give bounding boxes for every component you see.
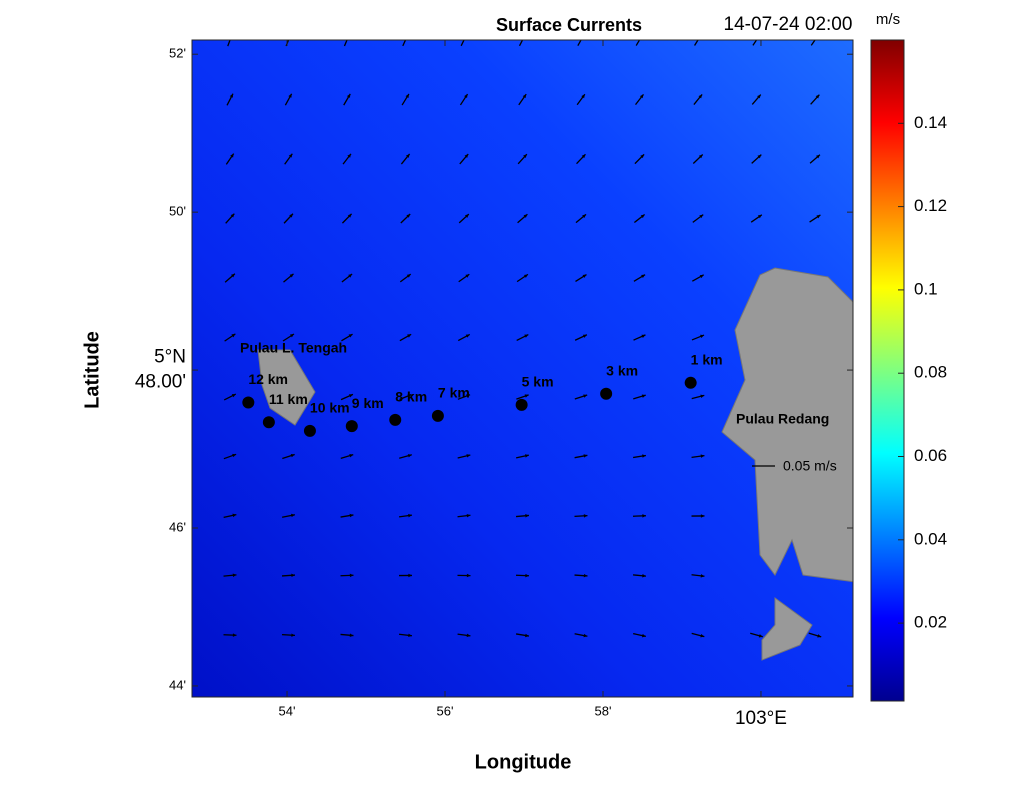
station xyxy=(600,388,612,400)
station xyxy=(389,414,401,426)
colorbar-tick-label: 0.04 xyxy=(914,529,947,548)
vector-head xyxy=(698,34,701,38)
scale-label: 0.05 m/s xyxy=(783,458,837,474)
station xyxy=(346,420,358,432)
x-tick-label: 58' xyxy=(595,703,612,718)
station-label: 8 km xyxy=(395,389,427,405)
vector-head xyxy=(815,35,818,39)
y-tick-label: 46' xyxy=(169,519,186,534)
title: Surface Currents xyxy=(496,15,642,35)
y-label: Latitude xyxy=(81,331,103,409)
x-tick-label: 54' xyxy=(279,703,296,718)
colorbar-tick-label: 0.1 xyxy=(914,279,938,298)
y-tick-label: 44' xyxy=(169,677,186,692)
station-label: 7 km xyxy=(438,385,470,401)
vector-head xyxy=(347,34,350,38)
y-tick-label: 52' xyxy=(169,46,186,61)
y-tick-label: 50' xyxy=(169,204,186,219)
station xyxy=(516,399,528,411)
vector-head xyxy=(405,34,408,38)
place-label: Pulau Redang xyxy=(736,411,829,427)
station xyxy=(304,425,316,437)
station xyxy=(432,410,444,422)
station-label: 5 km xyxy=(522,374,554,390)
colorbar-tick-label: 0.08 xyxy=(914,363,947,382)
vector-head xyxy=(288,34,291,38)
colorbar-tick-label: 0.12 xyxy=(914,196,947,215)
station-label: 11 km xyxy=(269,391,308,407)
place-label: Pulau L. Tengah xyxy=(240,340,347,356)
station-label: 9 km xyxy=(352,395,384,411)
colorbar-tick-label: 0.06 xyxy=(914,446,947,465)
colorbar-tick-label: 0.14 xyxy=(914,113,947,132)
station-label: 1 km xyxy=(691,351,723,367)
station-label: 10 km xyxy=(310,400,350,416)
x-label: Longitude xyxy=(475,751,572,773)
vector-head xyxy=(757,35,760,39)
x-tick-label: 103°E xyxy=(735,708,787,729)
station xyxy=(242,396,254,408)
vector-head xyxy=(581,34,584,38)
station xyxy=(685,377,697,389)
timestamp: 14-07-24 02:00 xyxy=(724,14,853,35)
vector-head xyxy=(229,34,232,38)
y-tick-label: 48.00' xyxy=(135,372,186,393)
station-label: 12 km xyxy=(248,371,288,387)
y-tick-label: 5°N xyxy=(154,347,186,368)
station xyxy=(263,416,275,428)
vector-head xyxy=(464,34,467,38)
colorbar-unit: m/s xyxy=(876,11,900,28)
vector-head xyxy=(522,34,525,38)
colorbar xyxy=(871,40,904,701)
station-label: 3 km xyxy=(606,362,638,378)
vector-head xyxy=(639,34,642,38)
colorbar-tick-label: 0.02 xyxy=(914,613,947,632)
x-tick-label: 56' xyxy=(437,703,454,718)
